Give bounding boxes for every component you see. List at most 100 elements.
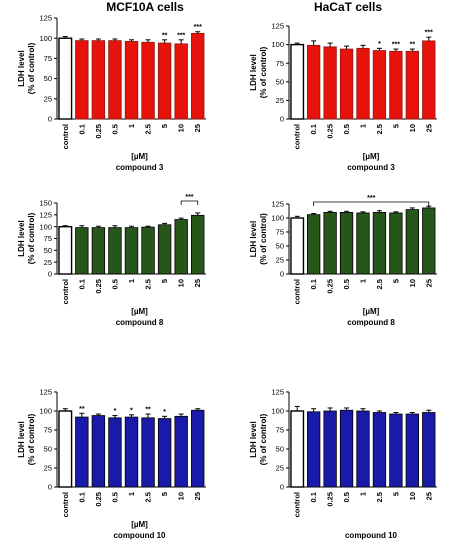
bar-1 (124, 227, 139, 275)
x-tick-label: 0.1 (309, 279, 318, 289)
significance-label: ** (79, 406, 85, 413)
x-tick-label: 0.25 (94, 124, 103, 139)
x-tick-label: control (293, 124, 302, 149)
x-tick-label: 1 (127, 124, 136, 128)
y-tick-label: 50 (276, 445, 284, 454)
x-tick-label: 2.5 (144, 279, 153, 289)
x-tick-label: 10 (177, 492, 186, 500)
x-tick-label: 0.1 (309, 492, 318, 502)
bar-25 (191, 32, 205, 120)
bar-0.25 (91, 227, 106, 275)
x-tick-label: 0.1 (77, 492, 86, 502)
x-tick-label: 25 (424, 124, 433, 132)
x-tick-label: control (293, 492, 302, 517)
x-tick-label: control (61, 492, 70, 517)
significance-label: *** (392, 42, 400, 49)
x-axis-label: compound 3 (116, 163, 164, 172)
left-column-title: MCF10A cells (106, 0, 184, 14)
x-tick-label: 0.25 (326, 492, 335, 507)
significance-label: ** (162, 32, 168, 39)
y-tick-label: 25 (44, 258, 52, 267)
y-tick-label: 50 (276, 77, 284, 86)
y-tick-label: 125 (271, 388, 284, 397)
x-tick-label: control (293, 279, 302, 304)
bar-1 (356, 212, 370, 275)
y-axis-label: LDH level (249, 421, 258, 457)
x-tick-label: 2.5 (144, 124, 153, 134)
y-tick-label: 50 (276, 242, 284, 251)
bar-0.1 (75, 40, 89, 120)
y-tick-label: 25 (44, 94, 52, 103)
x-tick-label: 0.1 (77, 124, 86, 134)
x-tick-label: 2.5 (375, 279, 384, 289)
x-tick-label: 1 (359, 492, 368, 496)
y-axis-label: LDH level (249, 221, 258, 257)
y-tick-label: 25 (276, 464, 284, 473)
bar-25 (191, 214, 205, 275)
bar-0.25 (323, 211, 337, 275)
bar-control (290, 43, 305, 120)
y-tick-label: 0 (48, 270, 52, 279)
y-tick-label: 75 (44, 54, 52, 63)
y-tick-label: 0 (280, 270, 284, 279)
x-axis-label: compound 3 (347, 163, 395, 172)
bar-0.5 (108, 227, 122, 275)
bar-5 (389, 50, 403, 120)
bar-control (58, 410, 73, 488)
x-tick-label: 1 (359, 124, 368, 128)
bar-5 (389, 413, 403, 488)
y-tick-label: 25 (276, 96, 284, 105)
bar-control (58, 225, 73, 275)
bracket-label: *** (185, 194, 193, 201)
y-tick-label: 100 (271, 40, 284, 49)
significance-label: * (114, 408, 117, 415)
y-tick-label: 150 (39, 199, 52, 208)
bar-0.5 (339, 409, 354, 488)
x-tick-label: 10 (408, 124, 417, 132)
y-tick-label: 100 (39, 407, 52, 416)
x-tick-label: 0.5 (110, 492, 119, 502)
x-axis-label: compound 8 (347, 318, 395, 327)
bar-0.5 (108, 40, 122, 120)
bar-1 (356, 47, 370, 120)
y-axis-label: LDH level (17, 220, 26, 256)
bar-control (290, 217, 305, 275)
x-tick-label: 0.5 (110, 124, 119, 134)
y-tick-label: 100 (271, 214, 284, 223)
bar-0.5 (339, 48, 354, 120)
y-axis-label: (% of control) (259, 46, 268, 98)
x-tick-label: 2.5 (375, 124, 384, 134)
y-tick-label: 50 (44, 445, 52, 454)
x-tick-label: 10 (408, 279, 417, 287)
y-tick-label: 25 (276, 256, 284, 265)
bar-10 (174, 415, 188, 488)
significance-bracket (180, 200, 199, 205)
significance-label: *** (177, 32, 185, 39)
bar-1 (124, 416, 139, 488)
bar-0.1 (307, 214, 321, 275)
bar-2.5 (141, 226, 155, 275)
x-unit-label: [µM] (131, 152, 148, 161)
x-tick-label: 0.5 (342, 279, 351, 289)
x-tick-label: 0.25 (326, 279, 335, 294)
y-axis-label: (% of control) (27, 42, 36, 94)
bar-25 (422, 207, 436, 275)
x-tick-label: 0.25 (94, 492, 103, 507)
y-tick-label: 100 (39, 34, 52, 43)
y-tick-label: 125 (271, 200, 284, 209)
x-tick-label: 0.5 (110, 279, 119, 289)
significance-label: * (163, 409, 166, 416)
x-unit-label: [µM] (131, 520, 148, 529)
x-tick-label: 0.5 (342, 492, 351, 502)
bar-5 (157, 42, 172, 120)
x-tick-label: control (61, 124, 70, 149)
right-column-title: HaCaT cells (313, 0, 383, 14)
significance-bracket (313, 201, 430, 206)
x-unit-label: [µM] (363, 152, 380, 161)
bar-0.25 (91, 415, 106, 488)
significance-label: ** (145, 407, 151, 414)
